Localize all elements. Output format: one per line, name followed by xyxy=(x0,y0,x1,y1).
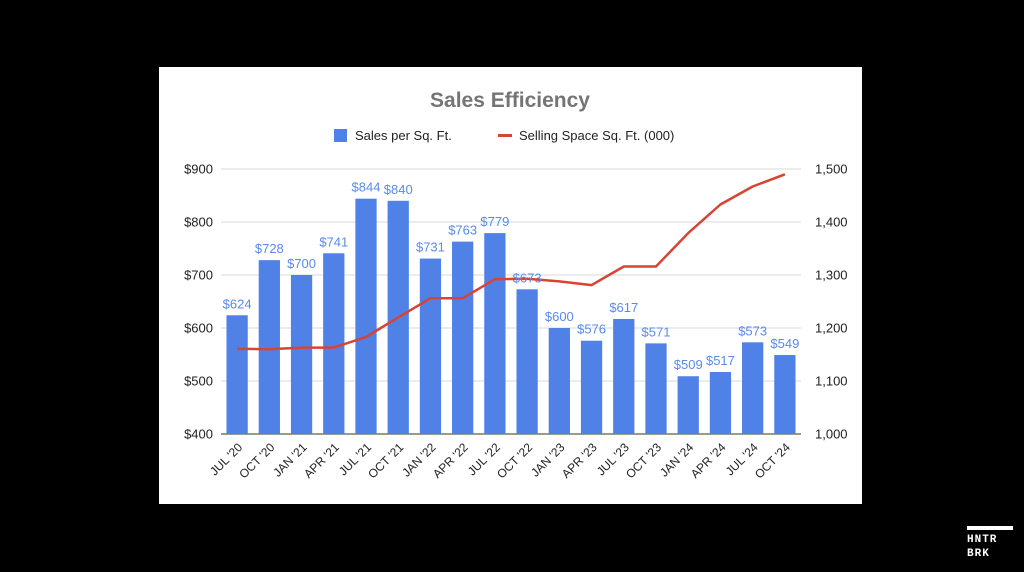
bar-data-label: $549 xyxy=(770,336,799,351)
x-tick-label: OCT '22 xyxy=(494,440,535,481)
bar xyxy=(774,355,796,434)
bar-data-label: $617 xyxy=(609,300,638,315)
bar xyxy=(580,340,603,434)
bar xyxy=(419,258,442,434)
watermark-line-2: BRK xyxy=(967,548,990,560)
bar xyxy=(613,318,635,434)
x-tick-label: APR '21 xyxy=(301,440,342,481)
bar xyxy=(323,253,345,434)
bar-data-label: $840 xyxy=(384,182,413,197)
right-tick-label: 1,200 xyxy=(815,321,848,336)
line-series xyxy=(237,173,786,351)
bar-data-label: $731 xyxy=(416,240,445,255)
bar-data-label: $576 xyxy=(577,322,606,337)
bar xyxy=(709,371,732,434)
x-tick-label: OCT '20 xyxy=(236,440,277,481)
x-tick-label: APR '22 xyxy=(430,440,471,481)
brand-watermark: HNTR BRK xyxy=(964,522,1016,566)
chart-panel: Sales Efficiency Sales per Sq. Ft. Selli… xyxy=(159,67,862,504)
bar xyxy=(258,260,280,434)
x-tick-label: APR '23 xyxy=(559,440,600,481)
legend: Sales per Sq. Ft. Selling Space Sq. Ft. … xyxy=(334,128,674,143)
right-tick-label: 1,500 xyxy=(815,162,848,177)
bar-data-label: $509 xyxy=(674,357,703,372)
bar-data-label: $779 xyxy=(480,214,509,229)
left-tick-label: $800 xyxy=(184,215,213,230)
bar xyxy=(484,233,506,434)
gridlines xyxy=(221,168,801,435)
left-tick-label: $400 xyxy=(184,427,213,442)
watermark-bar xyxy=(967,526,1013,530)
chart-title: Sales Efficiency xyxy=(430,89,590,112)
legend-line-label: Selling Space Sq. Ft. (000) xyxy=(519,128,674,143)
right-axis: 1,000 1,100 1,200 1,300 1,400 1,500 xyxy=(815,162,848,442)
bar xyxy=(452,241,474,434)
bar-data-label: $573 xyxy=(738,323,767,338)
left-tick-label: $500 xyxy=(184,374,213,389)
right-tick-label: 1,000 xyxy=(815,427,848,442)
data-labels: $624 $728$700$741 $844 $840 $731$763$779 $673… xyxy=(223,180,800,373)
bars xyxy=(226,198,796,434)
bar xyxy=(677,376,699,434)
bar-data-label: $624 xyxy=(223,296,252,311)
bar-data-label: $844 xyxy=(352,180,381,195)
selling-space-line xyxy=(237,173,786,351)
x-tick-label: OCT '24 xyxy=(752,440,793,481)
bar-data-label: $673 xyxy=(513,270,542,285)
left-tick-label: $700 xyxy=(184,268,213,283)
sales-efficiency-chart: Sales Efficiency Sales per Sq. Ft. Selli… xyxy=(184,89,848,481)
right-tick-label: 1,100 xyxy=(815,374,848,389)
bar-data-label: $571 xyxy=(642,324,671,339)
watermark-line-1: HNTR xyxy=(967,534,998,546)
legend-bar-swatch xyxy=(334,129,347,142)
left-tick-label: $900 xyxy=(184,162,213,177)
bar-data-label: $517 xyxy=(706,353,735,368)
bar xyxy=(355,198,377,434)
bar-data-label: $700 xyxy=(287,256,316,271)
bar xyxy=(516,289,538,434)
x-tick-label: OCT '21 xyxy=(365,440,406,481)
right-tick-label: 1,400 xyxy=(815,215,848,230)
bar-data-label: $763 xyxy=(448,223,477,238)
bar-data-label: $600 xyxy=(545,309,574,324)
x-tick-label: OCT '23 xyxy=(623,440,664,481)
left-axis: $400 $500 $600 $700 $800 $900 xyxy=(184,162,213,442)
left-tick-label: $600 xyxy=(184,321,213,336)
bar xyxy=(548,328,570,434)
legend-bar-label: Sales per Sq. Ft. xyxy=(355,128,452,143)
right-tick-label: 1,300 xyxy=(815,268,848,283)
bar xyxy=(226,315,248,434)
bar-data-label: $728 xyxy=(255,241,284,256)
bar xyxy=(742,342,764,434)
bar-data-label: $741 xyxy=(319,234,348,249)
bar xyxy=(645,343,667,434)
x-tick-label: APR '24 xyxy=(688,440,729,481)
bar xyxy=(290,275,313,434)
